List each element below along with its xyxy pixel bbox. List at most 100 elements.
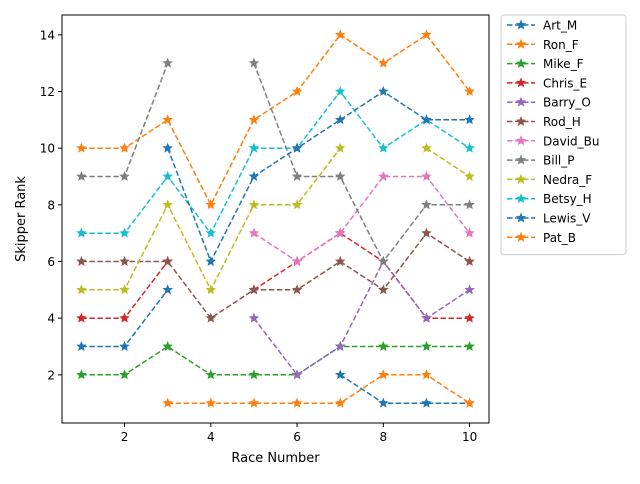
series-Barry_O <box>248 256 475 380</box>
legend-entry: Betsy_H <box>507 192 592 206</box>
series-line <box>426 147 471 178</box>
data-point <box>464 114 475 125</box>
data-point <box>378 369 389 380</box>
data-point <box>76 341 87 351</box>
data-point <box>119 369 130 380</box>
series-line <box>253 175 471 263</box>
legend-label: Mike_F <box>543 57 584 71</box>
data-point <box>291 397 303 408</box>
data-point <box>248 369 260 380</box>
series-line <box>166 90 470 264</box>
legend-label: David_Bu <box>543 134 599 148</box>
legend-label: Bill_P <box>543 154 574 168</box>
y-tick-label: 14 <box>40 28 55 42</box>
data-point <box>378 284 389 295</box>
data-point <box>464 256 475 266</box>
legend-entry: Ron_F <box>507 38 579 52</box>
y-tick-label: 10 <box>40 142 55 156</box>
data-point <box>119 312 130 323</box>
data-point <box>248 142 260 153</box>
data-point <box>205 284 217 295</box>
y-axis-label: Skipper Rank <box>14 176 29 262</box>
data-point <box>378 57 389 68</box>
data-point <box>119 142 130 153</box>
data-point <box>334 114 346 125</box>
data-point <box>334 142 346 153</box>
y-tick-label: 12 <box>40 85 55 99</box>
legend-marker <box>515 193 527 204</box>
legend-frame <box>500 14 627 256</box>
data-point <box>119 227 130 238</box>
data-point <box>421 114 432 125</box>
legend-entry: Mike_F <box>507 57 584 71</box>
y-tick-label: 4 <box>47 312 55 326</box>
data-point <box>378 256 389 266</box>
plot-frame <box>61 14 490 424</box>
data-point <box>248 114 260 125</box>
x-tick-label: 4 <box>207 430 215 444</box>
legend-entry: Barry_O <box>507 96 591 110</box>
data-point <box>76 142 87 153</box>
data-point <box>76 369 87 380</box>
data-point <box>334 256 346 266</box>
data-point <box>378 86 389 96</box>
data-point <box>119 284 130 295</box>
data-point <box>464 199 475 210</box>
series-line <box>253 232 470 319</box>
legend-label: Art_M <box>543 19 577 33</box>
data-point <box>291 142 303 153</box>
data-point <box>464 171 475 181</box>
y-tick-label: 2 <box>47 368 55 382</box>
data-point <box>291 256 303 266</box>
data-point <box>248 57 260 68</box>
legend-label: Pat_B <box>543 231 576 245</box>
data-point <box>464 227 475 238</box>
legend-marker <box>515 231 527 242</box>
data-point <box>421 171 432 181</box>
data-point <box>378 341 389 351</box>
data-point <box>162 171 173 181</box>
legend-marker <box>515 135 527 146</box>
data-point <box>464 397 475 408</box>
data-point <box>162 114 173 125</box>
legend-entry: Bill_P <box>507 154 574 168</box>
legend-marker <box>515 173 527 184</box>
data-point <box>378 142 389 153</box>
data-point <box>76 284 87 295</box>
data-point <box>248 171 260 181</box>
data-point <box>76 227 87 238</box>
y-tick-label: 6 <box>47 255 55 269</box>
data-point <box>205 227 217 238</box>
data-point <box>421 199 432 210</box>
data-point <box>205 369 217 380</box>
data-point <box>464 312 475 323</box>
data-point <box>421 312 432 323</box>
series-line <box>339 374 470 404</box>
data-point <box>334 369 346 380</box>
data-point <box>162 284 173 295</box>
legend-entry: Pat_B <box>507 231 576 245</box>
data-point <box>421 227 432 238</box>
series-line <box>81 62 169 178</box>
data-point <box>421 397 432 408</box>
legend-label: Betsy_H <box>543 192 592 206</box>
legend-label: Ron_F <box>543 38 579 52</box>
series-line <box>167 374 471 404</box>
data-point <box>291 199 303 210</box>
legend-marker <box>515 19 527 30</box>
legend-marker <box>515 116 527 126</box>
series-Ron_F <box>76 29 475 210</box>
series-line <box>81 345 470 376</box>
series-Nedra_F <box>76 142 475 295</box>
legend-marker <box>515 38 527 49</box>
data-point <box>334 171 346 181</box>
legend-entry: Art_M <box>507 19 577 33</box>
data-point <box>334 227 346 238</box>
data-point <box>378 397 389 408</box>
series-Pat_B <box>162 369 475 408</box>
data-point <box>162 142 173 153</box>
data-point <box>248 312 260 323</box>
legend-entry: Lewis_V <box>507 212 591 226</box>
